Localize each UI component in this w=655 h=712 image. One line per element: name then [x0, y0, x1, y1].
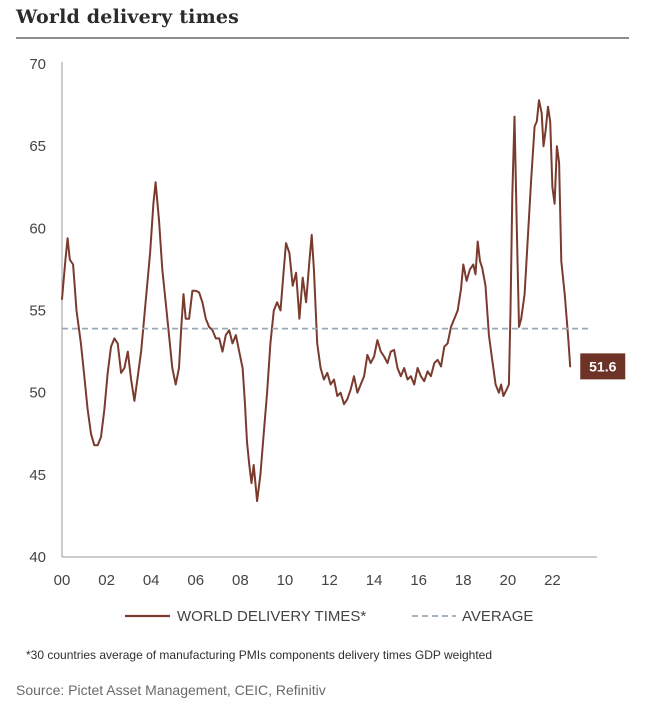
y-tick-label: 55 [29, 303, 46, 320]
y-tick-label: 40 [29, 549, 46, 566]
legend-label-world-delivery-times: WORLD DELIVERY TIMES* [177, 608, 366, 625]
x-tick-label: 20 [499, 572, 516, 589]
x-tick-label: 04 [143, 572, 160, 589]
x-tick-label: 08 [232, 572, 249, 589]
y-tick-label: 45 [29, 467, 46, 484]
value-badge [580, 353, 626, 380]
x-tick-label: 06 [187, 572, 204, 589]
y-tick-label: 65 [29, 138, 46, 155]
value-badge-label: 51.6 [589, 358, 616, 374]
x-tick-label: 10 [277, 572, 294, 589]
legend-label-average: AVERAGE [462, 608, 533, 625]
x-tick-label: 22 [544, 572, 561, 589]
y-tick-label: 60 [29, 220, 46, 237]
x-tick-label: 18 [455, 572, 472, 589]
series-line-world-delivery-times [61, 99, 572, 503]
x-tick-label: 00 [54, 572, 71, 589]
chart-title: World delivery times [16, 6, 240, 28]
y-tick-label: 50 [29, 385, 46, 402]
x-tick-label: 02 [98, 572, 115, 589]
source-note: Source: Pictet Asset Management, CEIC, R… [16, 682, 326, 698]
x-tick-label: 16 [410, 572, 427, 589]
y-tick-label: 70 [29, 56, 46, 73]
title-divider [16, 37, 629, 39]
x-tick-label: 12 [321, 572, 338, 589]
x-tick-label: 14 [366, 572, 383, 589]
footnote: *30 countries average of manufacturing P… [26, 648, 493, 662]
